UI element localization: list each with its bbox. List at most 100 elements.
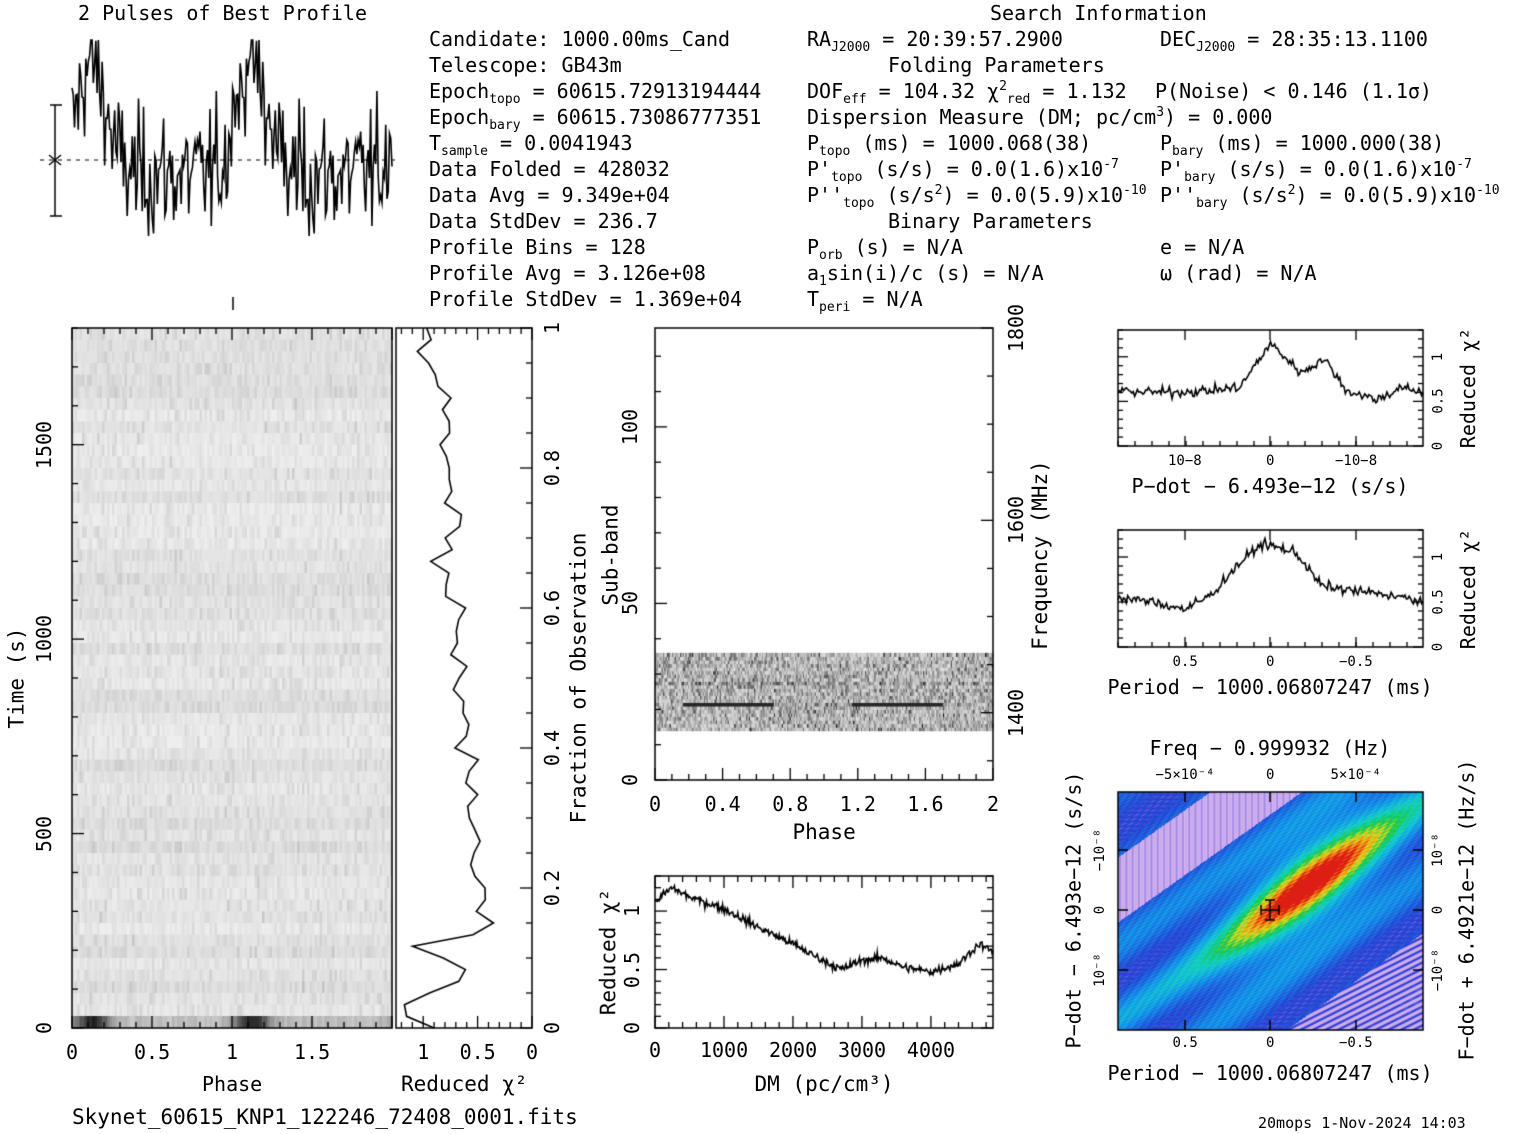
- fdot-right-tick: 0: [1430, 905, 1447, 915]
- small-chi-xlabel: P−dot − 6.493e−12 (s/s): [1131, 474, 1409, 498]
- pdot-left-tick: 0: [1092, 905, 1109, 915]
- info-left-line: Telescope: GB43m: [429, 53, 622, 77]
- fraction-tick: 0: [540, 1021, 565, 1035]
- dm-tick: 2000: [768, 1038, 818, 1062]
- phase-tick: 1: [226, 1040, 239, 1064]
- phase-tick: 0.5: [134, 1040, 171, 1064]
- dm-line: Dispersion Measure (DM; pc/cm3) = 0.000: [807, 105, 1273, 129]
- subband-phase-tick: 0.8: [772, 792, 809, 816]
- pdot-left-tick: 10⁻⁸: [1091, 953, 1108, 987]
- small-chi-ylabel: Reduced χ²: [1456, 327, 1481, 449]
- freq-top-tick: 5×10⁻⁴: [1330, 767, 1382, 783]
- pnoise-line: P(Noise) < 0.146 (1.1σ): [1155, 79, 1432, 103]
- tperi-line: Tperi = N/A: [807, 287, 923, 315]
- info-left-line: Tsample = 0.0041943: [429, 131, 633, 159]
- fraction-tick: 0.4: [540, 729, 565, 767]
- info-left-line: Data StdDev = 236.7: [429, 209, 658, 233]
- pdot-left-tick: −10⁻⁸: [1092, 828, 1109, 872]
- subband-phase-tick: 2: [987, 792, 1000, 816]
- small-chi-xtick: 10−8: [1168, 453, 1202, 469]
- subband-xlabel: Phase: [792, 820, 856, 844]
- info-left-line: Epochbary = 60615.73086777351: [429, 105, 762, 133]
- pddot-topo-line: P''topo (s/s2) = 0.0(5.9)x10-10: [807, 183, 1147, 211]
- small-chi-xtick: −0.5: [1339, 654, 1373, 670]
- file-name: Skynet_60615_KNP1_122246_72408_0001.fits: [72, 1105, 578, 1129]
- dm-xlabel: DM (pc/cm³): [754, 1072, 894, 1096]
- chi-tick: 0: [526, 1040, 539, 1064]
- small-chi-tick: 0: [1430, 642, 1447, 652]
- ppdot-xtick: 0.5: [1172, 1035, 1198, 1051]
- timestamp: 20mops 1-Nov-2024 14:03: [1258, 1114, 1466, 1132]
- search-info-title: Search Information: [990, 1, 1207, 25]
- time-plot-xlabel: Phase: [202, 1072, 263, 1096]
- ppdot-xtick: −0.5: [1339, 1035, 1373, 1051]
- freq-tick: 1400: [1004, 688, 1029, 737]
- fraction-tick: 0.6: [540, 589, 565, 627]
- fdot-right-tick: 10⁻⁸: [1429, 833, 1446, 867]
- small-chi-xtick: −10−8: [1335, 453, 1378, 469]
- pbary-line: Pbary (ms) = 1000.000(38): [1160, 131, 1445, 159]
- ra-line: RAJ2000 = 20:39:57.2900: [807, 27, 1063, 55]
- dof-line: DOFeff = 104.32 χ2red = 1.132: [807, 79, 1127, 107]
- pdot-ylabel: P−dot − 6.493e−12 (s/s): [1060, 771, 1085, 1049]
- small-chi-ylabel: Reduced χ²: [1456, 528, 1481, 649]
- phase-tick: 0: [66, 1040, 79, 1064]
- freq-top-tick: −5×10⁻⁴: [1155, 767, 1215, 783]
- fraction-tick: 1: [540, 321, 565, 335]
- subband-phase-tick: 1.6: [907, 792, 944, 816]
- subband-tick: 0: [618, 773, 643, 787]
- dm-chi-ylabel: Reduced χ²: [596, 888, 621, 1016]
- info-left-line: Profile StdDev = 1.369e+04: [429, 287, 743, 311]
- pddot-bary-line: P''bary (s/s2) = 0.0(5.9)x10-10: [1160, 183, 1500, 211]
- freq-title: Freq − 0.999932 (Hz): [1149, 736, 1391, 760]
- pdot-bary-line: P'bary (s/s) = 0.0(1.6)x10-7: [1160, 157, 1472, 185]
- small-chi-tick: 0.5: [1430, 589, 1447, 615]
- subband-ylabel: Sub-band: [598, 504, 623, 606]
- freq-ylabel: Frequency (MHz): [1027, 460, 1052, 650]
- info-left-line: Data Folded = 428032: [429, 157, 670, 181]
- chi-tick: 0.5: [459, 1040, 496, 1064]
- dm-chi-tick: 0: [620, 1021, 645, 1035]
- freq-tick: 1800: [1004, 303, 1029, 353]
- info-left-line: Candidate: 1000.00ms_Cand: [429, 27, 731, 51]
- fraction-ylabel: Fraction of Observation: [565, 532, 590, 824]
- info-left-line: Profile Bins = 128: [429, 235, 646, 259]
- small-chi-tick: 1: [1430, 352, 1447, 361]
- small-chi-xlabel: Period − 1000.06807247 (ms): [1107, 675, 1433, 699]
- freq-top-tick: 0: [1266, 767, 1275, 783]
- chi-tick: 1: [417, 1040, 430, 1064]
- info-left-line: Epochtopo = 60615.72913194444: [429, 79, 762, 107]
- dm-tick: 3000: [837, 1038, 887, 1062]
- phase-tick: 1.5: [294, 1040, 331, 1064]
- time-tick: 1500: [32, 420, 57, 469]
- subband-phase-tick: 0: [649, 792, 662, 816]
- asini-line: a1sin(i)/c (s) = N/A: [807, 261, 1044, 289]
- dm-tick: 0: [649, 1038, 662, 1062]
- time-plot-ylabel: Time (s): [4, 627, 29, 729]
- dec-line: DECJ2000 = 28:35:13.1100: [1160, 27, 1428, 55]
- ppdot-xtick: 0: [1266, 1035, 1275, 1051]
- fraction-tick: 0.8: [540, 449, 565, 487]
- subband-tick: 100: [618, 408, 643, 445]
- freq-tick: 1600: [1004, 496, 1029, 545]
- binary-title: Binary Parameters: [888, 209, 1093, 233]
- time-tick: 0: [32, 1021, 57, 1035]
- time-tick: 500: [32, 815, 57, 852]
- small-chi-xtick: 0.5: [1172, 654, 1198, 670]
- fdot-ylabel: F−dot + 6.4921e−12 (Hz/s): [1454, 759, 1479, 1061]
- folding-title: Folding Parameters: [888, 53, 1105, 77]
- omega-line: ω (rad) = N/A: [1160, 261, 1317, 285]
- pdot-topo-line: P'topo (s/s) = 0.0(1.6)x10-7: [807, 157, 1119, 185]
- dm-tick: 4000: [906, 1038, 956, 1062]
- dm-chi-tick: 0.5: [620, 951, 645, 988]
- fdot-right-tick: −10⁻⁸: [1430, 948, 1447, 992]
- info-left-line: Profile Avg = 3.126e+08: [429, 261, 706, 285]
- info-left-line: Data Avg = 9.349e+04: [429, 183, 670, 207]
- time-tick: 1000: [32, 615, 57, 664]
- chi-xlabel: Reduced χ²: [401, 1072, 528, 1096]
- subband-phase-tick: 1.2: [839, 792, 876, 816]
- fraction-tick: 0.2: [540, 869, 565, 907]
- ecc-line: e = N/A: [1160, 235, 1245, 259]
- dm-tick: 1000: [699, 1038, 749, 1062]
